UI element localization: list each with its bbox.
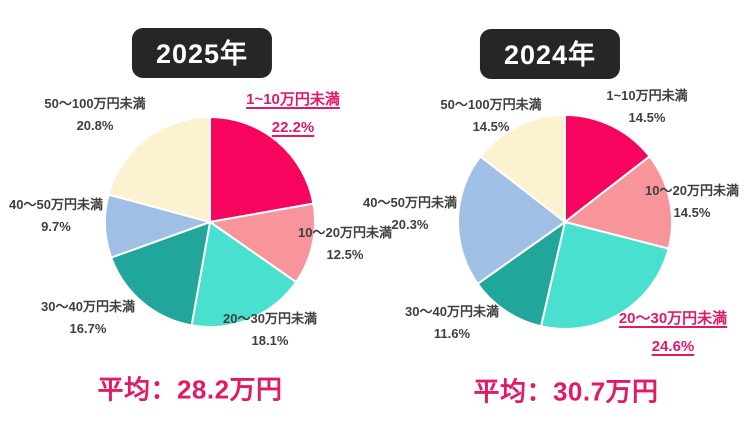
pie-slice-2025年-30～40万円未満: [110, 221, 211, 327]
pie-slice-2024年-30～40万円未満: [476, 221, 566, 328]
pie-slice-2024年-50～100万円未満: [479, 114, 566, 223]
pie-slice-2024年-10～20万円未満: [564, 155, 673, 250]
label-2024-30-40: 30～40万円未満 11.6%: [405, 301, 499, 345]
label-2025-50-100-value: 20.8%: [76, 118, 114, 133]
label-2024-1-10-name: 1~10万円未満: [606, 88, 688, 103]
label-2025-10-20-value: 12.5%: [326, 247, 364, 262]
label-2024-50-100-value: 14.5%: [472, 119, 510, 134]
label-2025-50-100-name: 50～100万円未満: [44, 96, 146, 111]
label-2024-40-50-value: 20.3%: [391, 217, 429, 232]
average-2024: 平均：30.7万円: [473, 376, 659, 407]
pie-slice-2024年-20～30万円未満: [540, 221, 670, 330]
label-2024-20-30: 20～30万円未満 24.6%: [619, 305, 727, 361]
year-badge-2024-label: 2024年: [503, 40, 597, 70]
label-2024-40-50-name: 40～50万円未満: [363, 195, 457, 210]
label-2025-30-40-value: 16.7%: [69, 321, 107, 336]
label-2024-1-10: 1~10万円未満 14.5%: [606, 85, 687, 129]
label-2025-20-30-value: 18.1%: [251, 333, 289, 348]
label-2025-40-50-name: 40～50万円未満: [9, 197, 103, 212]
year-badge-2024: 2024年: [479, 29, 621, 79]
label-2025-1-10: 1~10万円未満 22.2%: [246, 86, 340, 142]
label-2025-1-10-value: 22.2%: [271, 119, 315, 136]
label-2024-50-100: 50～100万円未満 14.5%: [440, 94, 541, 138]
label-2024-10-20-value: 14.5%: [673, 205, 711, 220]
pie-slice-2024年-40～50万円未満: [457, 155, 566, 285]
label-2025-20-30: 20～30万円未満 18.1%: [223, 308, 317, 352]
average-2025: 平均：28.2万円: [97, 374, 283, 405]
label-2024-10-20-name: 10～20万円未満: [645, 183, 739, 198]
pie-slice-2025年-10～20万円未満: [209, 202, 316, 284]
label-2024-10-20: 10～20万円未満 14.5%: [645, 180, 739, 224]
label-2025-30-40: 30～40万円未満 16.7%: [41, 296, 135, 340]
label-2025-50-100: 50～100万円未満 20.8%: [44, 93, 145, 137]
label-2025-40-50-value: 9.7%: [41, 219, 71, 234]
label-2025-30-40-name: 30～40万円未満: [41, 299, 135, 314]
pie-slice-2025年-20～30万円未満: [190, 221, 298, 328]
label-2025-10-20: 10～20万円未満 12.5%: [298, 222, 392, 266]
year-badge-2025-label: 2025年: [155, 39, 249, 69]
label-2024-1-10-value: 14.5%: [628, 110, 666, 125]
label-2025-20-30-name: 20～30万円未満: [223, 311, 317, 326]
label-2025-10-20-name: 10～20万円未満: [298, 225, 392, 240]
label-2024-40-50: 40～50万円未満 20.3%: [363, 192, 457, 236]
label-2025-40-50: 40～50万円未満 9.7%: [9, 194, 103, 238]
year-badge-2025: 2025年: [131, 28, 273, 78]
pie-slice-2025年-1~10万円未満: [209, 116, 315, 223]
label-2024-30-40-name: 30～40万円未満: [405, 304, 499, 319]
label-2025-1-10-name: 1~10万円未満: [246, 91, 340, 108]
label-2024-30-40-value: 11.6%: [433, 326, 471, 341]
pie-slice-2025年-50～100万円未満: [107, 116, 211, 223]
label-2024-20-30-value: 24.6%: [651, 338, 695, 355]
label-2024-50-100-name: 50～100万円未満: [440, 97, 542, 112]
label-2024-20-30-name: 20～30万円未満: [618, 310, 728, 327]
pie-slice-2024年-1~10万円未満: [564, 114, 651, 223]
